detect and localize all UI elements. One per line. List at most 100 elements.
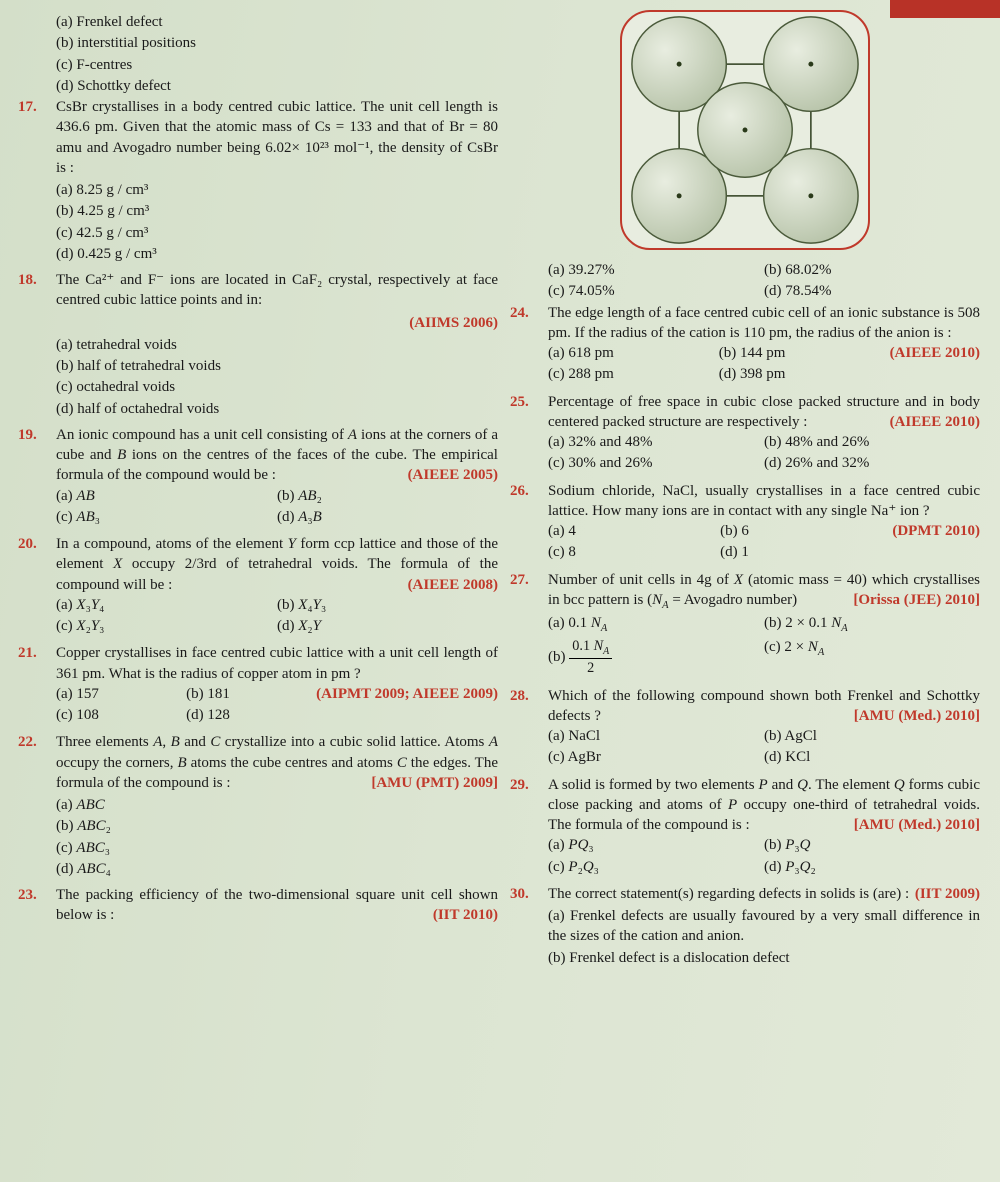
q23-b: (b) 68.02% [764,260,980,280]
q26: 26. Sodium chloride, NaCl, usually cryst… [510,481,980,564]
q24-d: (d) 398 pm [719,364,890,384]
q24-c: (c) 288 pm [548,364,719,384]
q23-num: 23. [18,885,46,905]
q17: 17. CsBr crystallises in a body centred … [18,97,498,264]
q22-a: (a) ABC [56,795,498,815]
q27-text: Number of unit cells in 4g of X (atomic … [510,570,980,613]
q30: 30. The correct statement(s) regarding d… [510,884,980,968]
q22: 22. Three elements A, B and C crystalliz… [18,732,498,879]
q22-num: 22. [18,732,46,752]
q23-options: (a) 39.27% (b) 68.02% (c) 74.05% (d) 78.… [510,260,980,303]
q21-src: (AIPMT 2009; AIEEE 2009) [316,684,498,704]
q26-src: (DPMT 2010) [892,521,980,541]
q26-text: Sodium chloride, NaCl, usually crystalli… [510,481,980,522]
q22-src: [AMU (PMT) 2009] [371,773,498,793]
q21-d: (d) 128 [186,705,316,725]
q18-c: (c) octahedral voids [56,377,498,397]
q29: 29. A solid is formed by two elements P … [510,775,980,878]
q21-b: (b) 181 [186,684,316,704]
q29-text: A solid is formed by two elements P and … [510,775,980,836]
q30-b: (b) Frenkel defect is a dislocation defe… [548,948,980,968]
q29-src: [AMU (Med.) 2010] [854,815,980,835]
q25-text: Percentage of free space in cubic close … [510,392,980,433]
q20-src: (AIEEE 2008) [408,575,498,595]
q28-b: (b) AgCl [764,726,980,746]
q24-src: (AIEEE 2010) [890,343,980,363]
q30-a: (a) Frenkel defects are usually favoured… [548,906,980,947]
q25-num: 25. [510,392,538,412]
q26-num: 26. [510,481,538,501]
q21-a: (a) 157 [56,684,186,704]
q16-options: (a) Frenkel defect (b) interstitial posi… [18,12,498,96]
q23: 23. The packing efficiency of the two-di… [18,885,498,926]
q17-c: (c) 42.5 g / cm³ [56,223,498,243]
q24-text: The edge length of a face centred cubic … [510,303,980,344]
q29-d: (d) P₃Q₂ [764,857,980,877]
q16-b: (b) interstitial positions [56,33,498,53]
q22-c: (c) ABC₃ [56,838,498,858]
q29-b: (b) P₃Q [764,835,980,855]
q17-d: (d) 0.425 g / cm³ [56,244,498,264]
q19-src: (AIEEE 2005) [408,465,498,485]
q28-num: 28. [510,686,538,706]
q28-c: (c) AgBr [548,747,764,767]
q23-src: (IIT 2010) [433,905,498,925]
q20-d: (d) X₂Y [277,616,498,636]
q30-text: The correct statement(s) regarding defec… [510,884,980,904]
q17-text: CsBr crystallises in a body centred cubi… [18,97,498,178]
q23-c: (c) 74.05% [548,281,764,301]
q20-num: 20. [18,534,46,554]
q29-a: (a) PQ₃ [548,835,764,855]
q19-a: (a) AB [56,486,277,506]
q27-num: 27. [510,570,538,590]
q19: 19. An ionic compound has a unit cell co… [18,425,498,528]
q18-num: 18. [18,270,46,290]
q25-d: (d) 26% and 32% [764,453,980,473]
q29-num: 29. [510,775,538,795]
q20-a: (a) X₃Y₄ [56,595,277,615]
q20-b: (b) X₄Y₃ [277,595,498,615]
q21-c: (c) 108 [56,705,186,725]
q20: 20. In a compound, atoms of the element … [18,534,498,637]
q28-a: (a) NaCl [548,726,764,746]
q24: 24. The edge length of a face centred cu… [510,303,980,386]
q28: 28. Which of the following compound show… [510,686,980,769]
q16-c: (c) F-centres [56,55,498,75]
q24-num: 24. [510,303,538,323]
q28-src: [AMU (Med.) 2010] [854,706,980,726]
q24-b: (b) 144 pm [719,343,890,363]
q30-src: (IIT 2009) [915,884,980,904]
q17-b: (b) 4.25 g / cm³ [56,201,498,221]
q25-b: (b) 48% and 26% [764,432,980,452]
q27-b: (b) 2 × 0.1 NA [764,613,980,636]
q28-d: (d) KCl [764,747,980,767]
q16-a: (a) Frenkel defect [56,12,498,32]
q26-d: (d) 1 [720,542,892,562]
q21-num: 21. [18,643,46,663]
q18-text: The Ca²⁺ and F⁻ ions are located in CaF₂… [18,270,498,311]
q26-c: (c) 8 [548,542,720,562]
q18: 18. The Ca²⁺ and F⁻ ions are located in … [18,270,498,419]
packing-figure [620,10,870,250]
q20-text: In a compound, atoms of the element Y fo… [18,534,498,595]
q17-num: 17. [18,97,46,117]
q17-a: (a) 8.25 g / cm³ [56,180,498,200]
q18-a: (a) tetrahedral voids [56,335,498,355]
q19-text: An ionic compound has a unit cell consis… [18,425,498,486]
q26-a: (a) 4 [548,521,720,541]
q25-a: (a) 32% and 48% [548,432,764,452]
q23-a: (a) 39.27% [548,260,764,280]
q30-num: 30. [510,884,538,904]
q25-src: (AIEEE 2010) [890,412,980,432]
q28-text: Which of the following compound shown bo… [510,686,980,727]
q19-c: (c) AB₃ [56,507,277,527]
q26-b: (b) 6 [720,521,892,541]
q27-src: [Orissa (JEE) 2010] [853,590,980,610]
q22-d: (d) ABC₄ [56,859,498,879]
q16-d: (d) Schottky defect [56,76,498,96]
q23-d: (d) 78.54% [764,281,980,301]
q21-text: Copper crystallises in face centred cubi… [18,643,498,684]
q18-d: (d) half of octahedral voids [56,399,498,419]
q22-text: Three elements A, B and C crystallize in… [18,732,498,793]
q25: 25. Percentage of free space in cubic cl… [510,392,980,475]
